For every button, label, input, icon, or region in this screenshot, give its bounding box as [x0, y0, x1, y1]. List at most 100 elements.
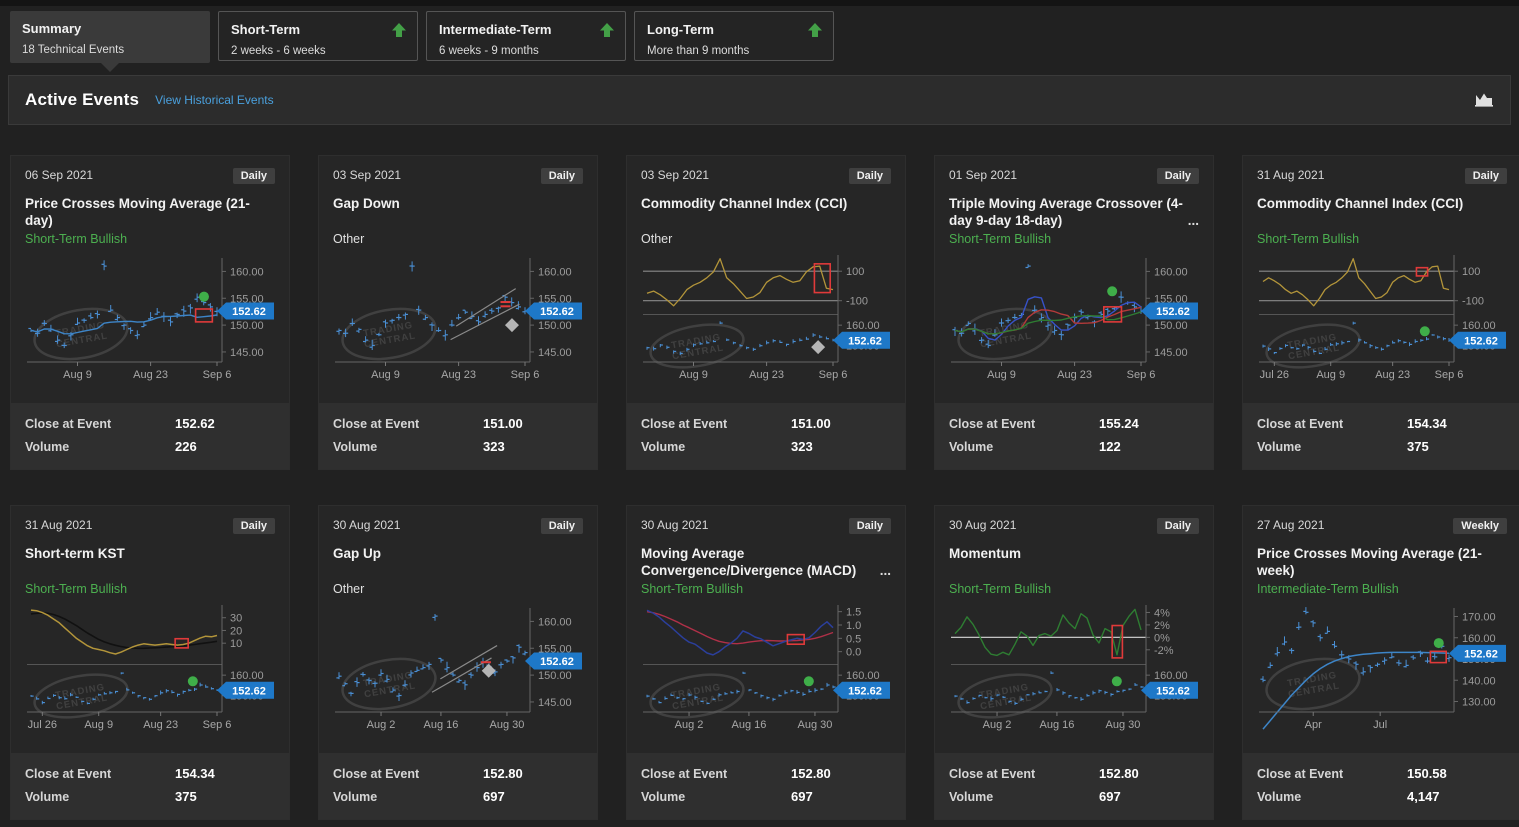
- more-indicator[interactable]: ...: [1184, 212, 1199, 229]
- active-events-title: Active Events: [25, 90, 140, 109]
- close-at-event-value: 152.80: [483, 766, 523, 781]
- period-badge: Daily: [1464, 168, 1507, 184]
- event-title-text: Triple Moving Average Crossover (4-day 9…: [949, 196, 1183, 228]
- event-title: Momentum: [949, 545, 1199, 579]
- svg-text:160.00: 160.00: [1154, 670, 1188, 682]
- svg-text:Aug 23: Aug 23: [143, 719, 178, 731]
- card-footer: Close at Event 150.58 Volume 4,147: [1243, 753, 1519, 819]
- event-title-text: Gap Up: [333, 546, 382, 561]
- volume-row: Volume 697: [949, 785, 1199, 808]
- event-classification: Short-Term Bullish: [949, 582, 1052, 596]
- svg-text:Jul 26: Jul 26: [1260, 369, 1289, 381]
- svg-text:Sep 6: Sep 6: [203, 719, 232, 731]
- event-chart: TRADINGCENTRAL170.00160.00150.00140.0013…: [1257, 602, 1507, 740]
- close-at-event-label: Close at Event: [641, 416, 728, 431]
- event-title: Moving Average Convergence/Divergence (M…: [641, 545, 891, 579]
- card-header: 30 Aug 2021 Daily: [949, 518, 1199, 538]
- svg-text:1.5: 1.5: [846, 607, 861, 619]
- event-title-text: Price Crosses Moving Average (21-week): [1257, 546, 1482, 578]
- event-title-text: Price Crosses Moving Average (21-day): [25, 196, 250, 228]
- svg-text:160.00: 160.00: [1462, 320, 1496, 332]
- svg-text:0.5: 0.5: [846, 633, 861, 645]
- event-classification: Short-Term Bullish: [1257, 232, 1360, 246]
- event-card[interactable]: 30 Aug 2021 Daily Momentum Short-Term Bu…: [934, 505, 1214, 820]
- event-card[interactable]: 30 Aug 2021 Daily Gap Up Other TRADING CE…: [318, 505, 598, 820]
- volume-label: Volume: [333, 439, 378, 454]
- card-footer: Close at Event 154.34 Volume 375: [1243, 403, 1519, 469]
- card-header: 31 Aug 2021 Daily: [25, 518, 275, 538]
- event-title: Price Crosses Moving Average (21-week): [1257, 545, 1507, 579]
- event-classification: Short-Term Bullish: [641, 582, 744, 596]
- svg-text:-100: -100: [1462, 296, 1484, 308]
- svg-text:Sep 6: Sep 6: [819, 369, 848, 381]
- event-card[interactable]: 06 Sep 2021 Daily Price Crosses Moving A…: [10, 155, 290, 470]
- period-badge: Daily: [848, 168, 891, 184]
- card-footer: Close at Event 155.24 Volume 122: [935, 403, 1213, 469]
- tab-summary[interactable]: Summary 18 Technical Events: [10, 11, 210, 72]
- event-chart: TRADING CENTRAL 160.00 155.00 150.00 145.00 15…: [333, 252, 583, 390]
- event-card[interactable]: 03 Sep 2021 Daily Gap Down Other TRADING…: [318, 155, 598, 470]
- summary-subtitle: 18 Technical Events: [22, 44, 125, 56]
- svg-text:160.00: 160.00: [230, 266, 264, 278]
- event-chart: TRADING CENTRAL 160.00 155.00 150.00 145.00 15…: [949, 252, 1199, 390]
- tab-intermediate-term[interactable]: Intermediate-Term 6 weeks - 9 months: [426, 11, 626, 61]
- event-chart: TRADINGCENTRAL1.51.00.50.0160.00150.0015…: [641, 602, 891, 740]
- svg-text:0%: 0%: [1154, 632, 1170, 644]
- event-title: Gap Up: [333, 545, 583, 579]
- event-card[interactable]: 01 Sep 2021 Daily Triple Moving Average …: [934, 155, 1214, 470]
- event-chart: TRADING CENTRAL 160.00 155.00 150.00 145.00 15…: [25, 252, 275, 390]
- svg-text:152.62: 152.62: [848, 335, 882, 347]
- event-card[interactable]: 03 Sep 2021 Daily Commodity Channel Inde…: [626, 155, 906, 470]
- svg-text:100: 100: [1462, 266, 1480, 278]
- term-title: Intermediate-Term: [439, 22, 552, 37]
- event-date: 30 Aug 2021: [641, 518, 709, 532]
- svg-text:Aug 16: Aug 16: [731, 719, 766, 731]
- event-card[interactable]: 31 Aug 2021 Daily Short-term KST Short-T…: [10, 505, 290, 820]
- event-date: 03 Sep 2021: [333, 168, 402, 182]
- svg-text:140.00: 140.00: [1462, 675, 1496, 687]
- period-badge: Daily: [540, 168, 583, 184]
- event-date: 06 Sep 2021: [25, 168, 94, 182]
- close-at-event-label: Close at Event: [333, 766, 420, 781]
- svg-text:Aug 9: Aug 9: [679, 369, 708, 381]
- volume-value: 375: [175, 789, 197, 804]
- svg-text:152.62: 152.62: [1464, 648, 1498, 660]
- event-title: Triple Moving Average Crossover (4-day 9…: [949, 195, 1199, 229]
- view-historical-events-link[interactable]: View Historical Events: [155, 93, 274, 107]
- svg-text:Aug 2: Aug 2: [983, 719, 1012, 731]
- tab-long-term[interactable]: Long-Term More than 9 months: [634, 11, 834, 61]
- term-title: Short-Term: [231, 22, 301, 37]
- event-classification: Intermediate-Term Bullish: [1257, 582, 1399, 596]
- event-card[interactable]: 27 Aug 2021 Weekly Price Crosses Moving …: [1242, 505, 1519, 820]
- area-chart-icon[interactable]: [1474, 92, 1494, 108]
- svg-text:152.62: 152.62: [848, 685, 882, 697]
- event-date: 31 Aug 2021: [1257, 168, 1325, 182]
- svg-text:Sep 6: Sep 6: [511, 369, 540, 381]
- card-header: 03 Sep 2021 Daily: [333, 168, 583, 188]
- event-date: 27 Aug 2021: [1257, 518, 1325, 532]
- event-card[interactable]: 30 Aug 2021 Daily Moving Average Converg…: [626, 505, 906, 820]
- volume-label: Volume: [25, 439, 70, 454]
- volume-label: Volume: [1257, 789, 1302, 804]
- volume-row: Volume 375: [25, 785, 275, 808]
- tab-short-term[interactable]: Short-Term 2 weeks - 6 weeks: [218, 11, 418, 61]
- card-header: 01 Sep 2021 Daily: [949, 168, 1199, 188]
- svg-text:Aug 2: Aug 2: [675, 719, 704, 731]
- up-arrow-icon: [807, 22, 823, 43]
- card-header: 31 Aug 2021 Daily: [1257, 168, 1507, 188]
- svg-text:Aug 23: Aug 23: [749, 369, 784, 381]
- event-classification: Other: [641, 232, 673, 246]
- term-subtitle: More than 9 months: [647, 45, 750, 57]
- close-at-event-value: 152.62: [175, 416, 215, 431]
- event-title: Commodity Channel Index (CCI): [1257, 195, 1507, 229]
- summary-title: Summary: [22, 21, 82, 36]
- event-card[interactable]: 31 Aug 2021 Daily Commodity Channel Inde…: [1242, 155, 1519, 470]
- more-indicator[interactable]: ...: [876, 562, 891, 579]
- volume-value: 226: [175, 439, 197, 454]
- period-badge: Daily: [540, 518, 583, 534]
- card-footer: Close at Event 152.80 Volume 697: [627, 753, 905, 819]
- volume-row: Volume 323: [641, 435, 891, 458]
- volume-value: 323: [791, 439, 813, 454]
- close-at-event-row: Close at Event 151.00: [641, 412, 891, 435]
- svg-text:Apr: Apr: [1305, 719, 1322, 731]
